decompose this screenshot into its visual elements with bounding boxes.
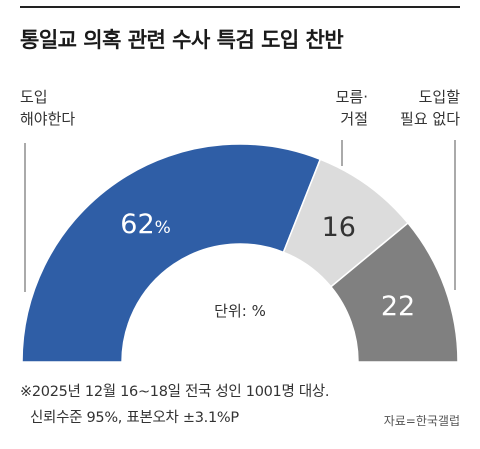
footnote-line2: 신뢰수준 95%, 표본오차 ±3.1%P bbox=[30, 410, 239, 426]
footnote: ※2025년 12월 16~18일 전국 성인 1001명 대상. 신뢰수준 9… bbox=[20, 379, 330, 431]
label-oppose: 도입할 필요 없다 bbox=[380, 86, 460, 130]
value-label-support: 62% bbox=[120, 209, 171, 240]
label-support-line1: 도입 bbox=[20, 88, 48, 106]
label-unknown: 모름· 거절 bbox=[318, 86, 368, 130]
label-support-line2: 해야한다 bbox=[20, 110, 76, 128]
label-support: 도입 해야한다 bbox=[20, 86, 75, 130]
source: 자료=한국갤럽 bbox=[383, 414, 460, 428]
slice-oppose bbox=[329, 221, 459, 363]
label-unknown-line1: 모름· bbox=[335, 88, 368, 106]
label-unknown-line2: 거절 bbox=[340, 110, 368, 128]
unit-label: 단위: % bbox=[214, 302, 266, 320]
top-rule bbox=[20, 6, 460, 8]
label-oppose-line1: 도입할 bbox=[418, 88, 460, 106]
value-label-unknown: 16 bbox=[322, 212, 356, 243]
footnote-line1: ※2025년 12월 16~18일 전국 성인 1001명 대상. bbox=[20, 384, 330, 400]
chart-title: 통일교 의혹 관련 수사 특검 도입 찬반 bbox=[20, 28, 344, 52]
slice-support bbox=[21, 143, 322, 363]
label-oppose-line2: 필요 없다 bbox=[400, 110, 460, 128]
value-label-oppose: 22 bbox=[381, 291, 415, 322]
